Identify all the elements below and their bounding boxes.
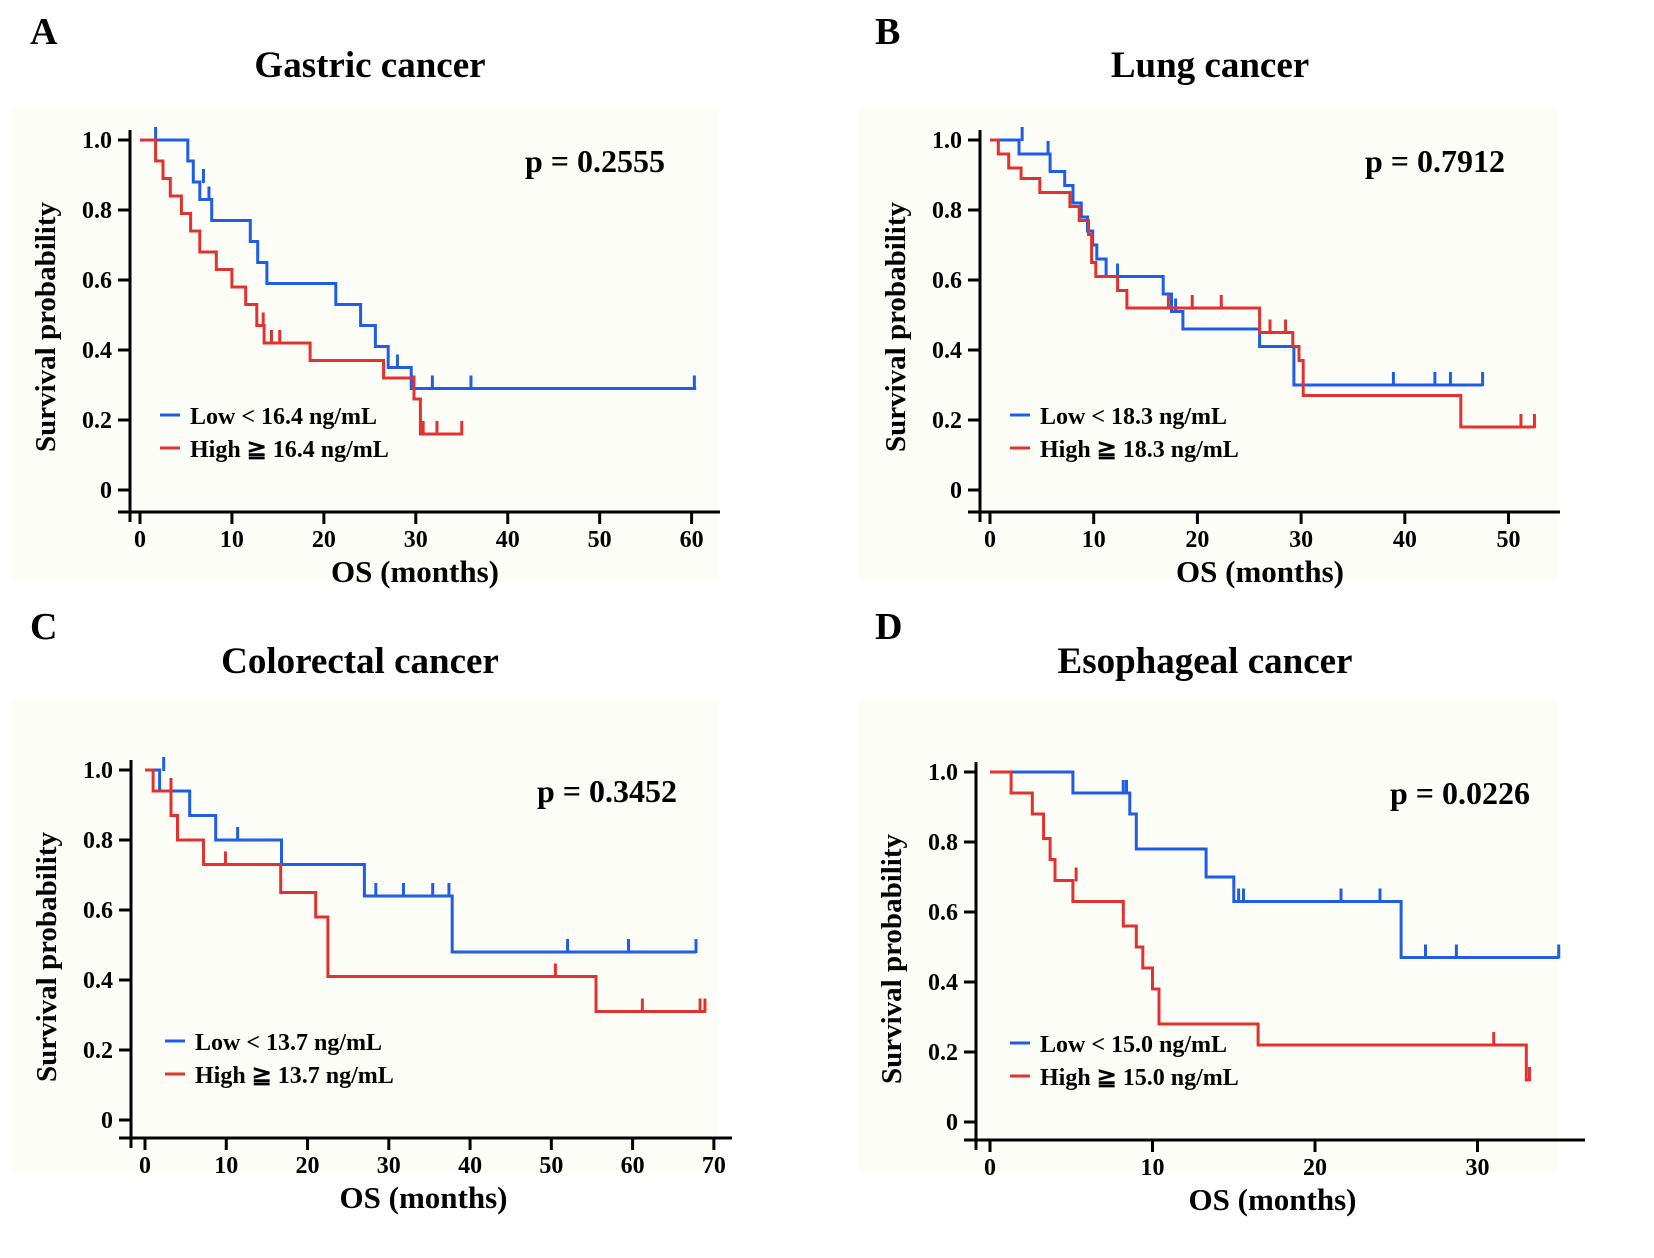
panel-letter-d: D bbox=[875, 606, 903, 648]
legend-label: High ≧ 18.3 ng/mL bbox=[1040, 437, 1239, 463]
y-tick-label: 0.8 bbox=[82, 198, 112, 224]
panel-letter-c: C bbox=[30, 606, 58, 648]
y-tick-label: 0.4 bbox=[928, 970, 958, 996]
legend-label: Low < 13.7 ng/mL bbox=[195, 1030, 382, 1056]
x-tick-label: 40 bbox=[496, 527, 520, 553]
legend-label: High ≧ 15.0 ng/mL bbox=[1040, 1065, 1239, 1091]
chart-panel-d: 0 0.2 0.4 0.6 0.8 1.0 0 10 20 30 OS (months) Surviv… bbox=[876, 760, 1585, 1217]
chart-title-lung: Lung cancer bbox=[1110, 45, 1310, 86]
x-tick-label: 10 bbox=[214, 1153, 238, 1179]
y-tick-label: 0.2 bbox=[82, 408, 112, 434]
y-tick-label: 0.4 bbox=[82, 338, 112, 364]
y-tick-label: 0.8 bbox=[928, 830, 958, 856]
x-tick-label: 70 bbox=[702, 1153, 726, 1179]
y-tick-label: 1.0 bbox=[82, 128, 112, 154]
x-tick-label: 0 bbox=[984, 527, 996, 553]
y-axis-label: Survival probability bbox=[880, 201, 912, 452]
panel-letter-a: A bbox=[30, 11, 58, 53]
y-tick-label: 1.0 bbox=[932, 128, 962, 154]
y-tick-label: 0 bbox=[946, 1110, 958, 1136]
y-axis-label: Survival probability bbox=[31, 831, 63, 1082]
y-tick-label: 0.4 bbox=[83, 968, 113, 994]
x-tick-label: 0 bbox=[134, 527, 146, 553]
x-tick-label: 20 bbox=[1185, 527, 1209, 553]
y-tick-label: 0.2 bbox=[83, 1038, 113, 1064]
x-tick-label: 10 bbox=[1141, 1155, 1165, 1181]
legend-label: Low < 15.0 ng/mL bbox=[1040, 1032, 1227, 1058]
y-tick-label: 0.6 bbox=[928, 900, 958, 926]
legend-label: High ≧ 16.4 ng/mL bbox=[190, 437, 389, 463]
y-tick-label: 0.6 bbox=[82, 268, 112, 294]
x-tick-label: 0 bbox=[139, 1153, 151, 1179]
legend-label: Low < 16.4 ng/mL bbox=[190, 404, 377, 430]
chart-title-colorectal: Colorectal cancer bbox=[221, 641, 499, 682]
x-axis-label: OS (months) bbox=[340, 1180, 508, 1215]
x-tick-label: 10 bbox=[1082, 527, 1106, 553]
y-tick-label: 0 bbox=[101, 1108, 113, 1134]
chart-title-gastric: Gastric cancer bbox=[254, 45, 486, 86]
y-tick-label: 0.6 bbox=[83, 898, 113, 924]
x-tick-label: 30 bbox=[404, 527, 428, 553]
x-tick-label: 50 bbox=[539, 1153, 563, 1179]
p-value-label: p = 0.0226 bbox=[1390, 775, 1530, 811]
panel-letter-b: B bbox=[875, 11, 901, 53]
p-value-label: p = 0.7912 bbox=[1365, 143, 1505, 179]
chart-panel-c: 0 0.2 0.4 0.6 0.8 1.0 0 10 20 30 40 50 60 70 OS (month… bbox=[31, 757, 732, 1215]
x-tick-label: 10 bbox=[220, 527, 244, 553]
y-tick-label: 0 bbox=[950, 478, 962, 504]
y-axis-label: Survival probability bbox=[876, 833, 908, 1084]
x-tick-label: 60 bbox=[621, 1153, 645, 1179]
x-tick-label: 20 bbox=[296, 1153, 320, 1179]
km-curve-high bbox=[140, 138, 462, 436]
x-tick-label: 20 bbox=[312, 527, 336, 553]
x-tick-label: 30 bbox=[1289, 527, 1313, 553]
x-tick-label: 50 bbox=[1497, 527, 1521, 553]
y-tick-label: 0.8 bbox=[83, 828, 113, 854]
p-value-label: p = 0.3452 bbox=[537, 773, 677, 809]
x-tick-label: 30 bbox=[1466, 1155, 1490, 1181]
chart-panel-b: 0 0.2 0.4 0.6 0.8 1.0 0 10 20 30 40 50 OS (months) Su… bbox=[880, 127, 1560, 589]
y-tick-label: 0.8 bbox=[932, 198, 962, 224]
x-tick-label: 20 bbox=[1303, 1155, 1327, 1181]
y-tick-label: 0.4 bbox=[932, 338, 962, 364]
y-tick-label: 1.0 bbox=[928, 760, 958, 786]
y-tick-label: 0.6 bbox=[932, 268, 962, 294]
x-tick-label: 30 bbox=[377, 1153, 401, 1179]
chart-title-esophageal: Esophageal cancer bbox=[1057, 641, 1353, 682]
x-tick-label: 40 bbox=[1393, 527, 1417, 553]
km-curve-low bbox=[990, 770, 1559, 959]
chart-panel-a: 0 0.2 0.4 0.6 0.8 1.0 0 10 20 30 40 50 60 OS (months)… bbox=[30, 127, 720, 589]
legend-label: Low < 18.3 ng/mL bbox=[1040, 404, 1227, 430]
panel-b-background bbox=[858, 108, 1558, 580]
legend-label: High ≧ 13.7 ng/mL bbox=[195, 1063, 394, 1089]
x-axis-label: OS (months) bbox=[331, 554, 499, 589]
x-axis-label: OS (months) bbox=[1189, 1182, 1357, 1217]
y-tick-label: 1.0 bbox=[83, 758, 113, 784]
y-tick-label: 0 bbox=[100, 478, 112, 504]
p-value-label: p = 0.2555 bbox=[525, 143, 665, 179]
x-tick-label: 60 bbox=[680, 527, 704, 553]
km-curve-low bbox=[140, 138, 697, 390]
x-tick-label: 0 bbox=[984, 1155, 996, 1181]
km-curve-high bbox=[990, 138, 1535, 429]
y-tick-label: 0.2 bbox=[932, 408, 962, 434]
y-tick-label: 0.2 bbox=[928, 1040, 958, 1066]
km-curve-low bbox=[990, 138, 1483, 387]
x-tick-label: 40 bbox=[458, 1153, 482, 1179]
x-tick-label: 50 bbox=[588, 527, 612, 553]
km-curve-high bbox=[145, 768, 706, 1013]
km-curve-high bbox=[990, 770, 1530, 1082]
x-axis-label: OS (months) bbox=[1176, 554, 1344, 589]
y-axis-label: Survival probability bbox=[30, 201, 62, 452]
